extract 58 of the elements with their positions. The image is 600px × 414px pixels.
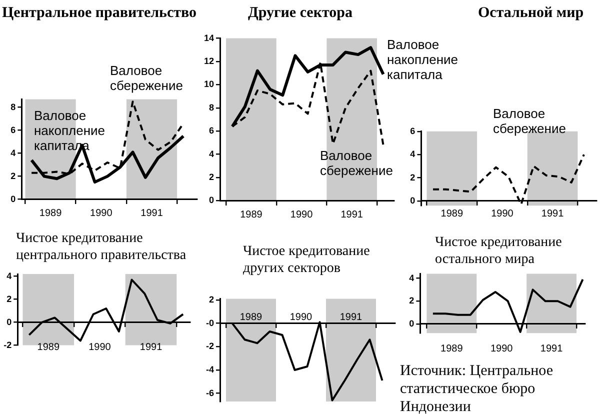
x-tick-label: 1991	[140, 208, 164, 220]
x-tick-label: 1990	[88, 342, 112, 354]
y-tick-label: -2	[4, 340, 12, 350]
y-tick-label: 2	[208, 294, 214, 304]
x-tick-label: 1990	[90, 208, 113, 220]
x-tick-label: 1991	[140, 342, 163, 354]
y-tick-label: 4	[410, 149, 416, 160]
series-label: Валовое сбережение	[110, 63, 183, 93]
y-tick-label: 2	[6, 294, 12, 304]
x-tick-label: 1989	[37, 342, 60, 354]
y-tick-label: 14	[204, 32, 214, 43]
y-tick-label: -6	[206, 388, 214, 398]
y-tick-label: -2	[206, 341, 214, 352]
y-tick-label: 6	[10, 124, 16, 135]
chart-title: Другие сектора	[248, 5, 352, 22]
x-tick-label: 1991	[540, 344, 564, 355]
x-tick-label: 1991	[340, 312, 363, 324]
series-label: Валовое сбережение	[493, 106, 566, 136]
y-tick-label: 2	[208, 172, 214, 182]
x-tick-label: 1990	[290, 312, 313, 324]
y-tick-label: 6	[410, 126, 416, 136]
x-tick-label: 1989	[240, 209, 263, 220]
chart-title: Остальной мир	[478, 5, 584, 22]
y-tick-label: 2	[409, 296, 414, 306]
chart-title: Чистое кредитование остального мира	[435, 234, 563, 268]
series-label: Валовое накопление капитала	[387, 37, 458, 82]
x-tick-label: 1989	[39, 208, 62, 220]
y-tick-label: 10	[204, 79, 214, 90]
series-label: Валовое сбережение	[320, 148, 393, 178]
chart-title: Центральное правительство	[2, 5, 197, 22]
y-tick-label: 8	[10, 102, 16, 112]
y-tick-label: 4	[10, 148, 16, 158]
x-tick-label: 1991	[340, 209, 364, 220]
y-tick-label: -4	[206, 364, 214, 374]
y-tick-label: 0	[6, 316, 12, 327]
y-tick-label: 2	[410, 172, 416, 182]
chart-title: Чистое кредитование других секторов	[243, 243, 371, 277]
y-tick-label: 6	[208, 126, 214, 136]
y-tick-label: -0	[206, 318, 214, 328]
y-tick-label: 0	[410, 195, 416, 206]
x-tick-label: 1990	[490, 344, 514, 355]
x-tick-label: 1989	[440, 344, 464, 355]
x-tick-label: 1990	[290, 209, 314, 220]
x-tick-label: 1991	[541, 208, 564, 220]
y-tick-label: 2	[10, 170, 16, 181]
y-tick-label: 0	[409, 318, 414, 328]
x-tick-label: 1989	[240, 312, 263, 324]
y-tick-label: 4	[6, 270, 12, 281]
y-tick-label: 4	[208, 148, 214, 159]
y-tick-label: 0	[10, 194, 16, 204]
y-tick-label: 4	[409, 272, 414, 283]
y-tick-label: 0	[208, 195, 214, 206]
x-tick-label: 1990	[491, 208, 514, 220]
y-tick-label: 8	[208, 102, 214, 112]
y-tick-label: 12	[204, 56, 214, 66]
text: Источник: Центральное статистическое бюро Индонезии	[400, 362, 554, 414]
chart-title: Чистое кредитование центрального правительства	[16, 230, 188, 264]
x-tick-label: 1989	[440, 208, 464, 220]
